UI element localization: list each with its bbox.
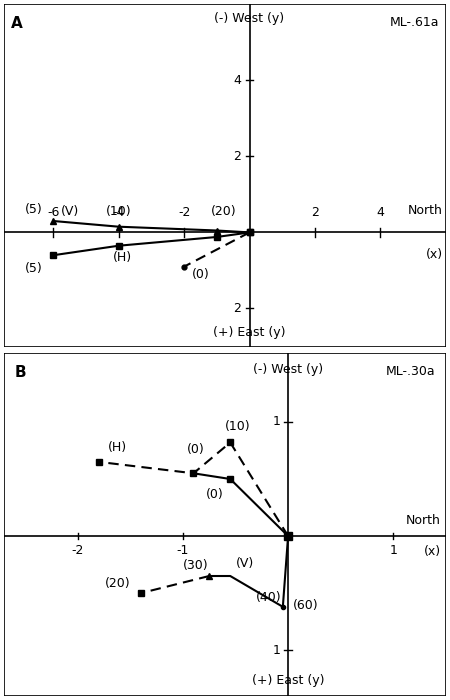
Text: (10): (10)	[225, 421, 251, 433]
Text: 4: 4	[234, 74, 241, 87]
Text: (H): (H)	[108, 441, 127, 454]
Text: 2: 2	[234, 302, 241, 315]
Text: (H): (H)	[112, 251, 131, 264]
Text: (60): (60)	[293, 598, 319, 612]
Text: A: A	[11, 15, 22, 31]
Text: (0): (0)	[192, 268, 209, 281]
Text: (-) West (y): (-) West (y)	[253, 363, 323, 376]
Text: North: North	[408, 204, 442, 217]
Text: (V): (V)	[60, 205, 79, 218]
Text: (x): (x)	[425, 248, 442, 260]
Text: (30): (30)	[183, 559, 208, 572]
Text: (V): (V)	[235, 556, 254, 570]
Text: (0): (0)	[187, 443, 204, 456]
Text: (+) East (y): (+) East (y)	[213, 326, 286, 339]
Text: 2: 2	[234, 150, 241, 163]
Text: 1: 1	[389, 544, 397, 557]
Text: -2: -2	[72, 544, 84, 557]
Text: 1: 1	[273, 415, 281, 428]
Text: 1: 1	[273, 644, 281, 657]
Text: 2: 2	[311, 206, 319, 219]
Text: North: North	[406, 514, 441, 527]
Text: B: B	[15, 365, 26, 380]
Text: (0): (0)	[206, 489, 223, 501]
Text: (5): (5)	[25, 262, 42, 275]
Text: -1: -1	[177, 544, 189, 557]
Text: (40): (40)	[256, 591, 282, 604]
Text: -4: -4	[112, 206, 125, 219]
Text: (20): (20)	[105, 578, 130, 591]
Text: (x): (x)	[423, 545, 441, 558]
Text: (5): (5)	[25, 203, 42, 216]
Text: (-) West (y): (-) West (y)	[215, 12, 284, 24]
Text: ML-.30a: ML-.30a	[386, 365, 435, 378]
Text: 4: 4	[377, 206, 384, 219]
Text: -2: -2	[178, 206, 190, 219]
Text: -6: -6	[47, 206, 59, 219]
Text: (+) East (y): (+) East (y)	[252, 673, 324, 687]
Text: (10): (10)	[106, 205, 131, 218]
Text: (20): (20)	[211, 205, 236, 218]
Text: ML-.61a: ML-.61a	[390, 15, 439, 29]
